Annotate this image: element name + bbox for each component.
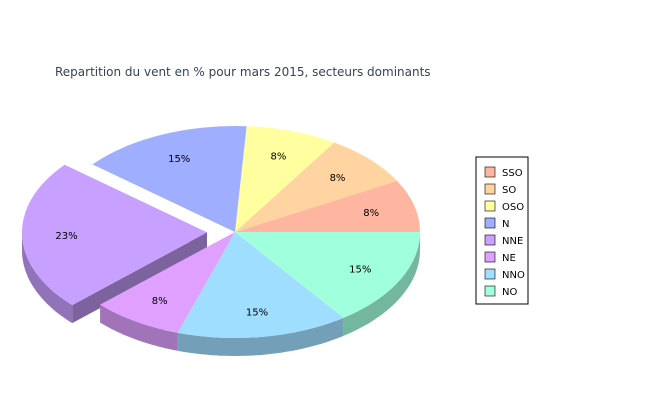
legend-swatch-oso xyxy=(484,200,496,212)
slice-sso xyxy=(235,180,421,232)
legend-swatch-nno xyxy=(484,268,496,280)
slice-depth-no xyxy=(343,232,420,336)
pie-slices xyxy=(21,125,421,339)
slice-side-nne-1 xyxy=(72,232,208,324)
slice-so xyxy=(235,142,398,232)
slice-label-oso: 8% xyxy=(270,151,286,162)
legend-swatch-no xyxy=(484,285,496,297)
slice-nne xyxy=(21,164,208,306)
slice-label-ne: 8% xyxy=(152,296,168,307)
legend-label-no: NO xyxy=(502,287,517,298)
legend-swatch-sso xyxy=(484,166,496,178)
slice-depth-nne xyxy=(22,232,73,324)
legend-items: SSO SO OSO N NNE NE NNO NO xyxy=(484,166,525,298)
slice-ne xyxy=(100,232,235,333)
legend-label-sso: SSO xyxy=(502,168,523,179)
slice-label-nne: 23% xyxy=(55,231,77,242)
legend-label-so: SO xyxy=(502,185,516,196)
slice-label-no: 15% xyxy=(349,265,371,276)
legend-label-n: N xyxy=(502,219,509,230)
slice-labels: 8% 8% 8% 15% 23% 8% 15% 15% xyxy=(55,151,379,318)
legend-swatch-ne xyxy=(484,251,496,263)
legend: SSO SO OSO N NNE NE NNO NO xyxy=(475,156,529,305)
slice-label-so: 8% xyxy=(330,173,346,184)
slice-depth-ne xyxy=(100,304,178,351)
legend-label-ne: NE xyxy=(502,253,516,264)
slice-label-sso: 8% xyxy=(363,208,379,219)
slice-depth-nno xyxy=(177,317,344,356)
slice-label-nno: 15% xyxy=(246,308,268,319)
legend-swatch-so xyxy=(484,183,496,195)
legend-box xyxy=(475,156,529,305)
slice-no xyxy=(235,232,420,318)
legend-label-nne: NNE xyxy=(502,236,523,247)
legend-swatch-nne xyxy=(484,234,496,246)
legend-label-oso: OSO xyxy=(502,202,524,213)
legend-swatch-n xyxy=(484,217,496,229)
slice-n xyxy=(92,125,247,232)
chart-title: Repartition du vent en % pour mars 2015,… xyxy=(55,65,431,79)
legend-label-nno: NNO xyxy=(502,270,525,281)
slice-oso xyxy=(235,126,335,232)
slice-label-n: 15% xyxy=(168,154,190,165)
slice-nno xyxy=(177,232,344,339)
